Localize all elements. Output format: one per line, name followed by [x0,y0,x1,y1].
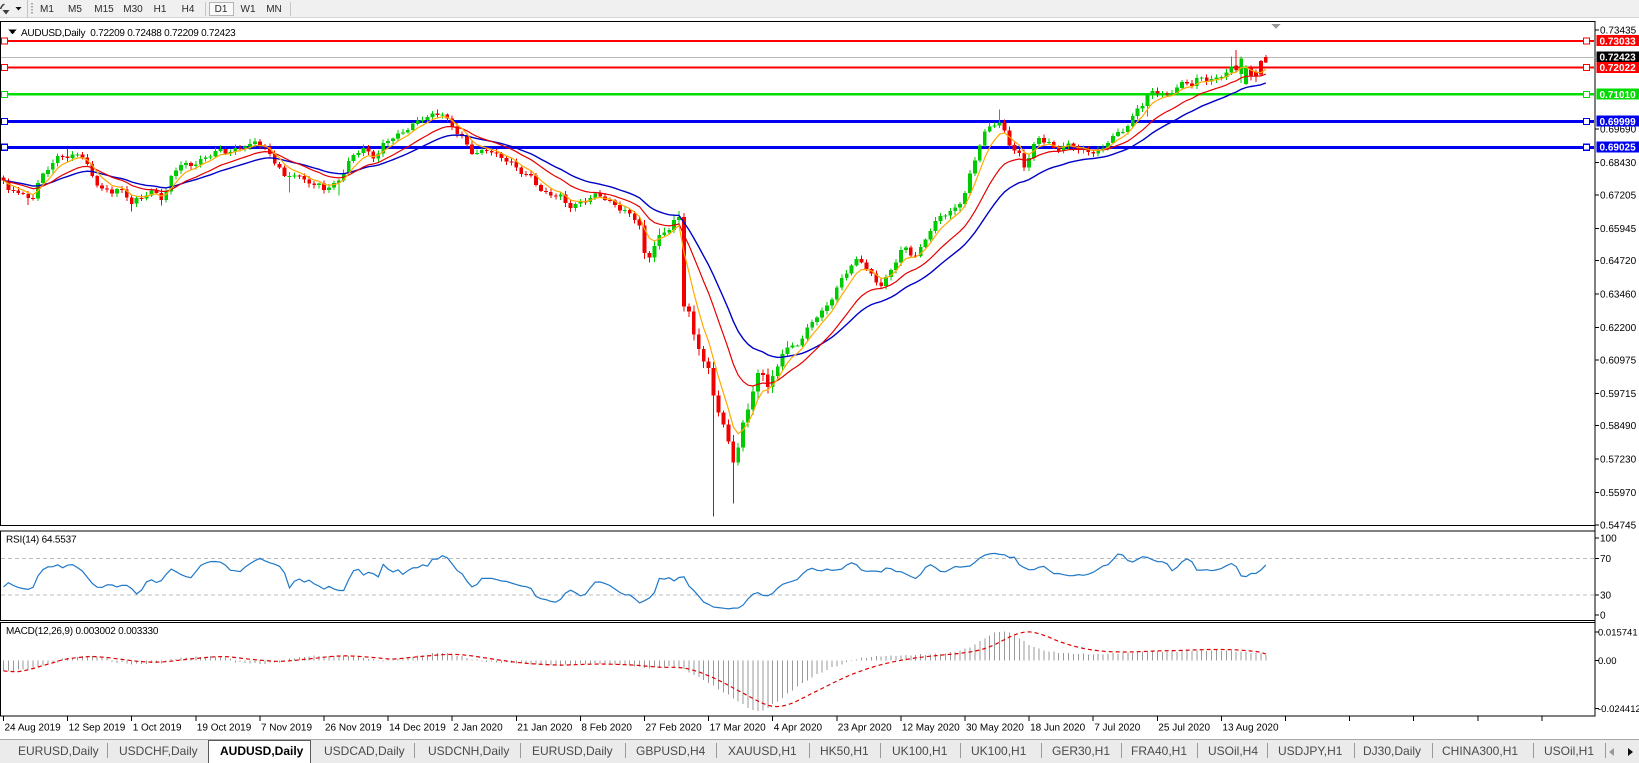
svg-text:0.69999: 0.69999 [1600,117,1637,128]
svg-text:0.67205: 0.67205 [1600,190,1637,201]
svg-text:30 May 2020: 30 May 2020 [966,723,1024,734]
svg-text:0.73435: 0.73435 [1600,26,1637,37]
svg-text:2 Jan 2020: 2 Jan 2020 [453,723,503,734]
svg-text:0.55970: 0.55970 [1600,488,1637,499]
svg-text:0.69025: 0.69025 [1600,143,1637,154]
svg-text:0.72423: 0.72423 [1600,53,1637,64]
svg-text:27 Feb 2020: 27 Feb 2020 [646,723,703,734]
svg-text:0.54745: 0.54745 [1600,520,1637,531]
svg-text:RSI(14) 64.5537: RSI(14) 64.5537 [6,535,77,546]
svg-text:0.72022: 0.72022 [1600,63,1637,74]
svg-text:MACD(12,26,9) 0.003002 0.00333: MACD(12,26,9) 0.003002 0.003330 [6,626,159,637]
svg-text:18 Jun 2020: 18 Jun 2020 [1030,723,1085,734]
svg-text:7 Nov 2019: 7 Nov 2019 [261,723,313,734]
svg-text:14 Dec 2019: 14 Dec 2019 [389,723,446,734]
svg-text:13 Aug 2020: 13 Aug 2020 [1222,723,1279,734]
svg-text:8 Feb 2020: 8 Feb 2020 [581,723,632,734]
svg-text:0.00: 0.00 [1598,656,1617,667]
svg-text:0.57230: 0.57230 [1600,455,1637,466]
svg-text:0.59715: 0.59715 [1600,389,1637,400]
svg-text:26 Nov 2019: 26 Nov 2019 [325,723,382,734]
svg-text:19 Oct 2019: 19 Oct 2019 [197,723,252,734]
svg-text:0.58490: 0.58490 [1600,421,1637,432]
svg-text:0.62200: 0.62200 [1600,323,1637,334]
svg-text:21 Jan 2020: 21 Jan 2020 [517,723,572,734]
svg-text:-0.024412: -0.024412 [1598,704,1639,715]
svg-text:17 Mar 2020: 17 Mar 2020 [710,723,767,734]
svg-text:0: 0 [1600,611,1606,622]
svg-text:0.60975: 0.60975 [1600,355,1637,366]
svg-text:30: 30 [1600,590,1612,601]
svg-text:100: 100 [1600,534,1617,545]
svg-text:0.64720: 0.64720 [1600,256,1637,267]
svg-text:25 Jul 2020: 25 Jul 2020 [1158,723,1210,734]
svg-text:0.015741: 0.015741 [1598,628,1638,639]
svg-text:23 Apr 2020: 23 Apr 2020 [838,723,892,734]
svg-text:12 Sep 2019: 12 Sep 2019 [69,723,126,734]
svg-text:12 May 2020: 12 May 2020 [902,723,960,734]
svg-text:0.65945: 0.65945 [1600,224,1637,235]
svg-text:0.68430: 0.68430 [1600,158,1637,169]
svg-text:4 Apr 2020: 4 Apr 2020 [774,723,823,734]
svg-text:7 Jul 2020: 7 Jul 2020 [1094,723,1141,734]
svg-text:0.69690: 0.69690 [1600,125,1637,136]
svg-text:0.73033: 0.73033 [1600,36,1637,47]
svg-text:24 Aug 2019: 24 Aug 2019 [5,723,62,734]
svg-text:AUDUSD,Daily 0.72209 0.72488: AUDUSD,Daily 0.72209 0.72488 0.72209 0.7… [21,28,236,39]
svg-text:0.63460: 0.63460 [1600,290,1637,301]
svg-text:1 Oct 2019: 1 Oct 2019 [133,723,182,734]
svg-text:70: 70 [1600,554,1612,565]
svg-text:0.71010: 0.71010 [1600,90,1637,101]
